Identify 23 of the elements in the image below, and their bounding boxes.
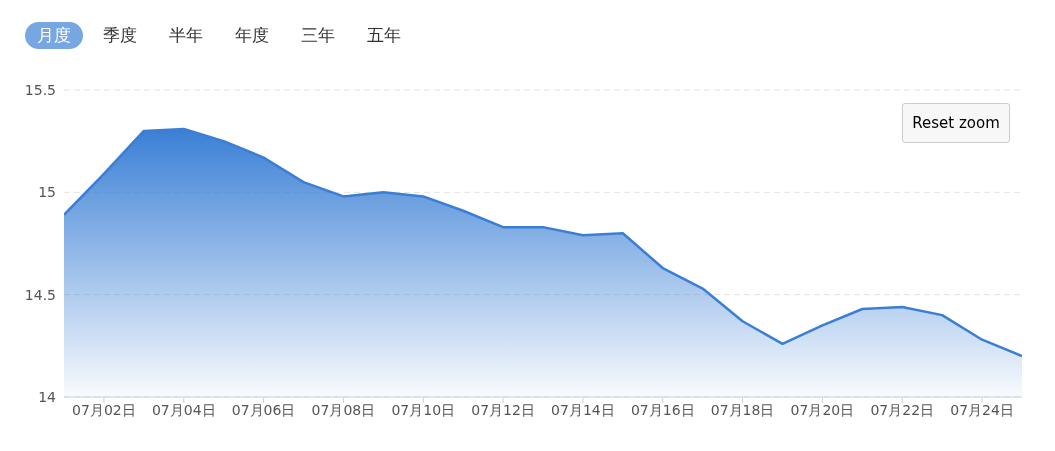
x-tick-label: 07月20日 [790,401,855,418]
x-tick-label: 07月16日 [630,401,695,418]
y-tick-label: 15.5 [24,81,56,98]
text: 半年 [168,24,204,47]
y-tick-label: 14.5 [24,286,56,303]
y-tick-label: 15 [38,184,56,201]
x-tick-label: 07月04日 [151,401,216,418]
text: 月度 [25,22,83,49]
annotation: Reset zoom [902,103,1010,143]
x-tick-label: 07月12日 [471,401,535,418]
x-tick-label: 07月18日 [710,401,775,418]
x-tick-label: 07月10日 [391,401,456,418]
y-tick-label: 14 [38,388,57,405]
text: 五年 [366,24,402,47]
text: 三年 [300,24,336,47]
x-tick-label: 07月14日 [551,401,615,418]
x-tick-label: 07月22日 [870,401,935,418]
x-tick-label: 07月24日 [950,401,1014,418]
text: 年度 [234,24,270,47]
x-tick-label: 07月08日 [311,401,376,418]
x-tick-label: 07月02日 [72,401,136,418]
x-tick-label: 07月06日 [231,401,296,418]
text: 季度 [102,24,138,47]
